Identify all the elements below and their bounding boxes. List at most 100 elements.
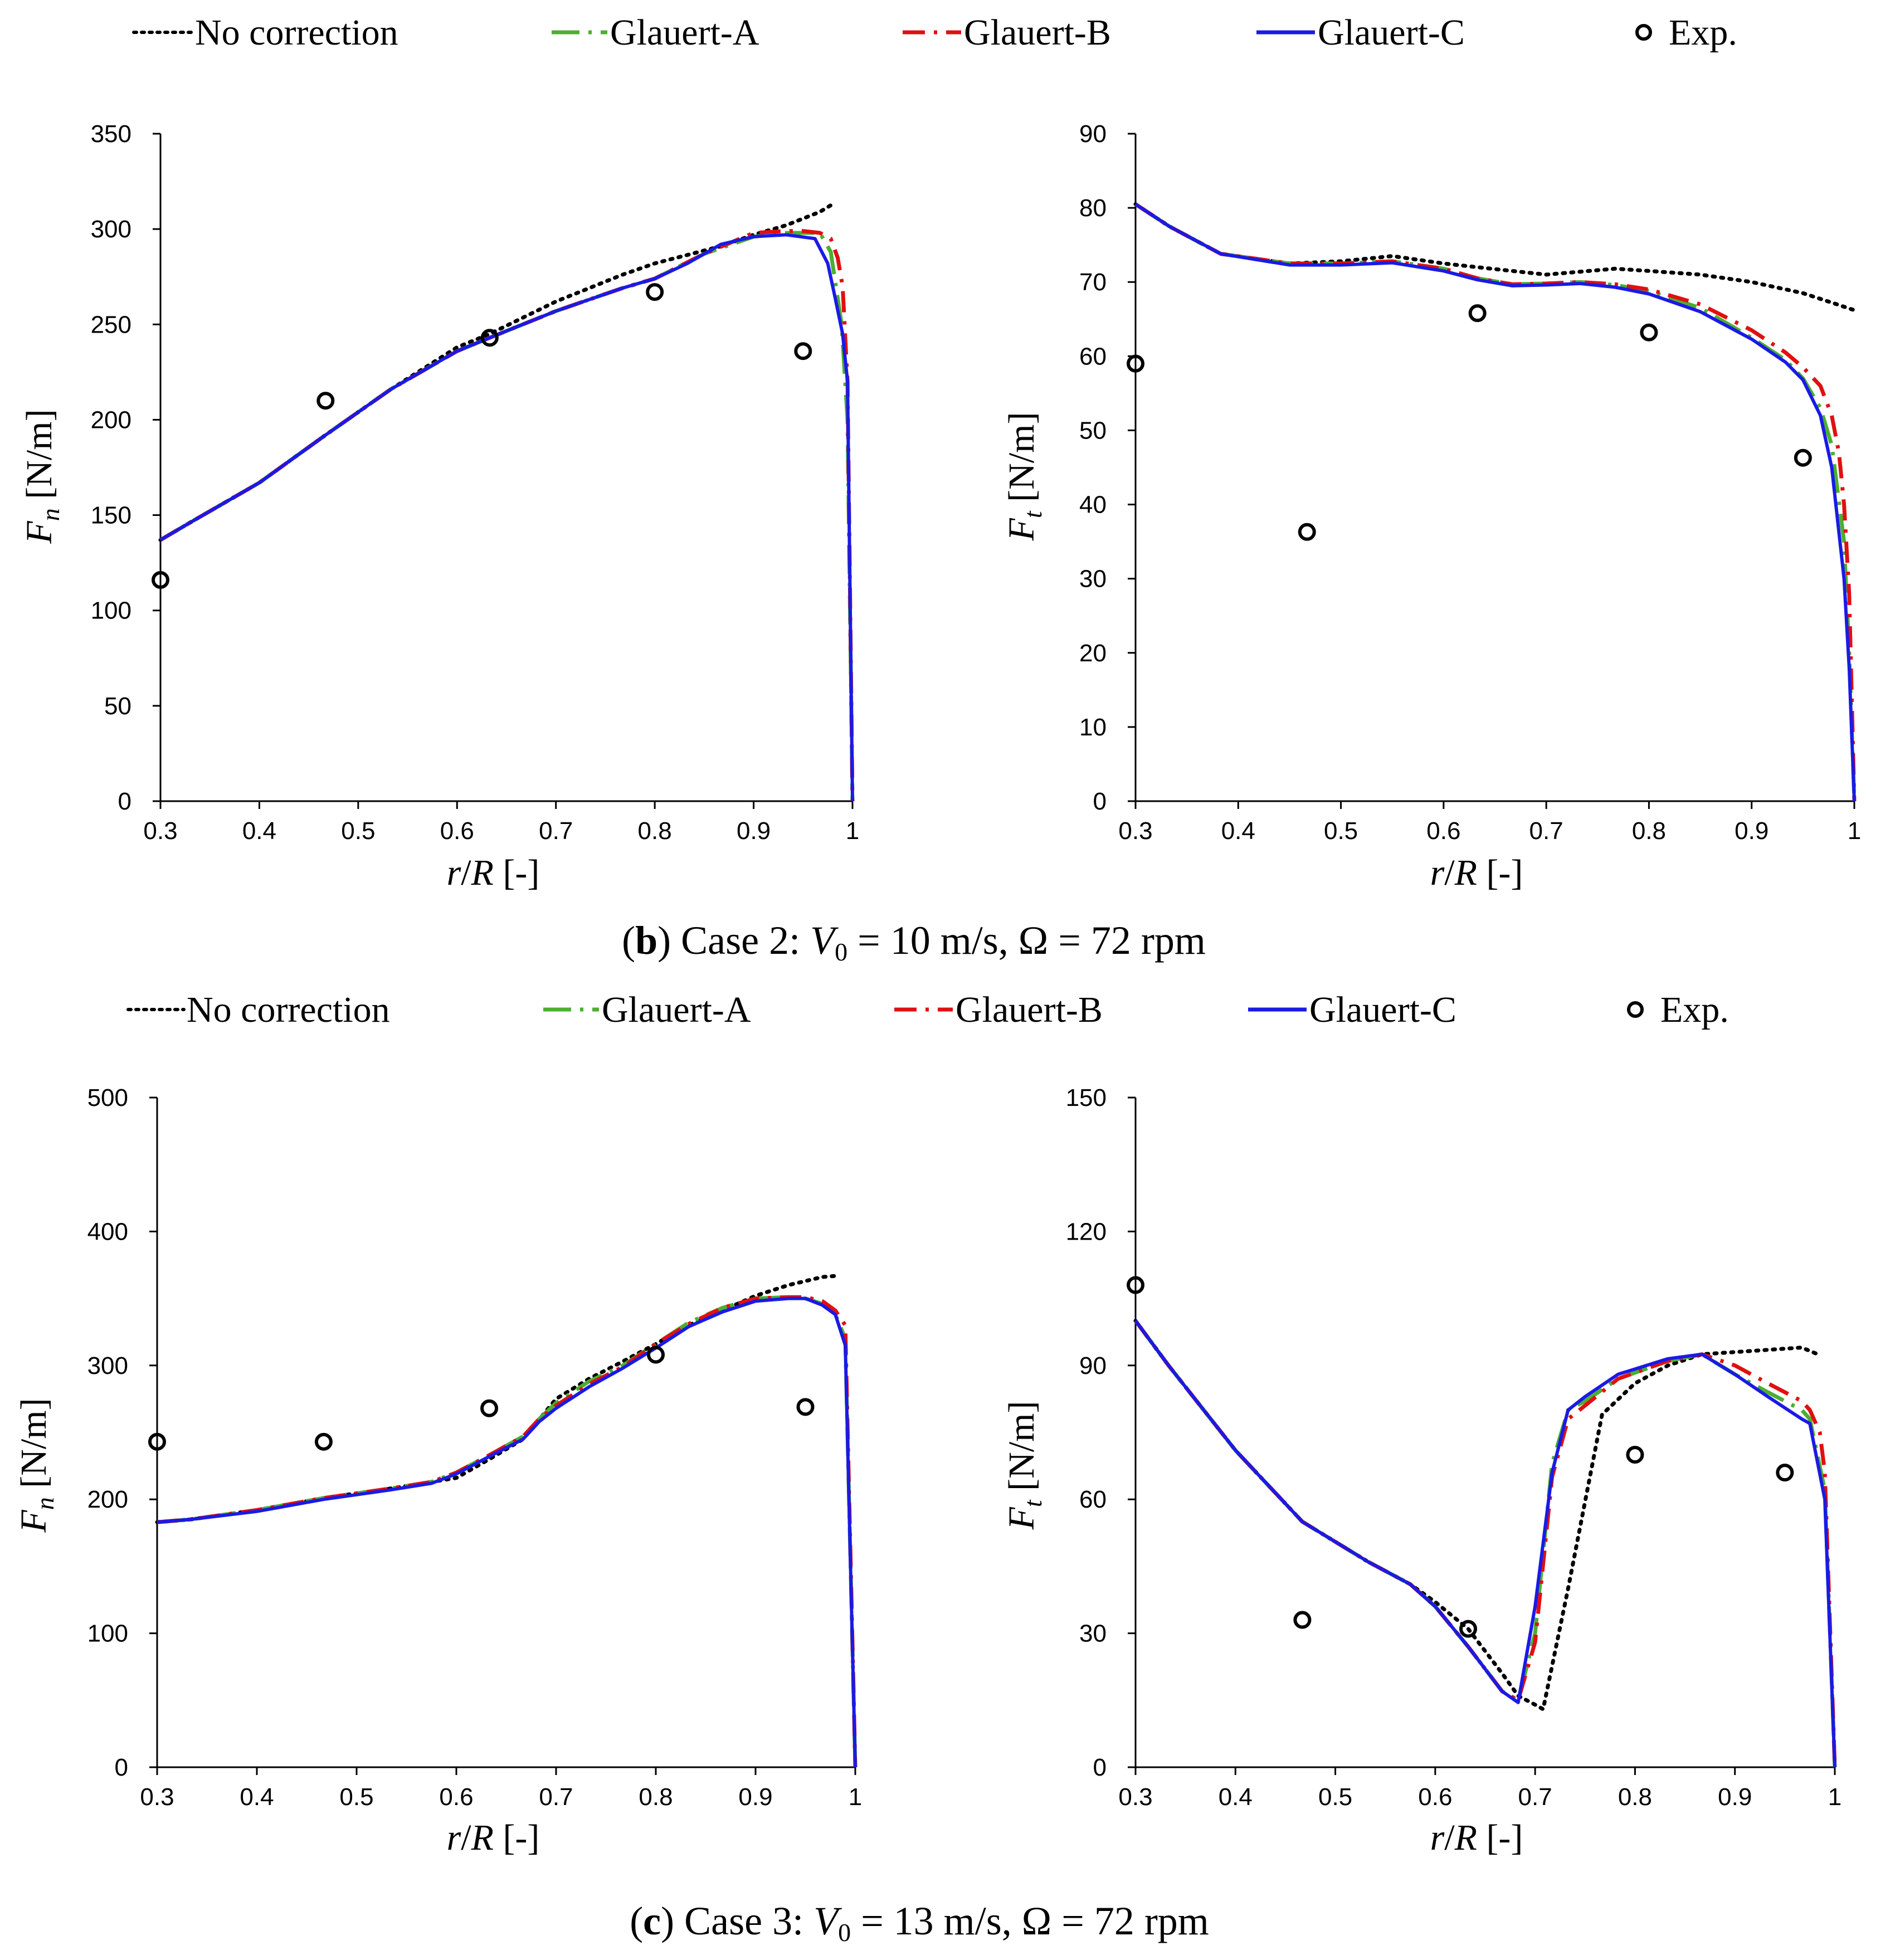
series-line-no-correction: [1133, 1319, 1820, 1712]
y-tick-label: 500: [87, 1084, 128, 1111]
x-tick-label: 1: [849, 1783, 862, 1811]
y-axis-title-case2-fn: Fn [N/m]: [19, 409, 65, 544]
x-axis-title-case3-fn: r/R [-]: [447, 1817, 540, 1858]
y-tick-label: 400: [87, 1218, 128, 1245]
series-line-glauert-c: [1134, 1319, 1836, 1768]
exp-point: [1626, 1446, 1644, 1464]
exp-point: [796, 1398, 815, 1416]
x-tick-label: 1: [846, 817, 859, 845]
x-tick-label: 0.6: [439, 1783, 473, 1811]
y-tick-label: 90: [1079, 120, 1107, 148]
exp-point: [316, 392, 335, 410]
x-tick-label: 1: [1848, 817, 1861, 845]
y-tick-label: 100: [91, 597, 131, 625]
y-tick-label: 60: [1079, 343, 1107, 370]
plot-case3-fn: 0 100 200 300 400 500 0.3 0.4 0.5 0.6 0.7 0.8 0.9 1: [87, 1084, 863, 1811]
y-axis-title-case3-ft: Ft [N/m]: [1001, 1401, 1047, 1530]
x-tick-label: 0.3: [1118, 817, 1152, 845]
x-tick-label: 1: [1828, 1783, 1841, 1811]
y-tick-label: 60: [1079, 1486, 1107, 1513]
x-tick-label: 0.4: [242, 817, 276, 845]
legend-bottom: No correction Glauert-A Glauert-B Glauer…: [126, 989, 1729, 1030]
x-tick-label: 0.6: [440, 817, 474, 845]
x-tick-label: 0.6: [1418, 1783, 1452, 1811]
y-tick-label: 10: [1079, 714, 1107, 741]
x-tick-label: 0.4: [240, 1783, 274, 1811]
exp-point: [1640, 323, 1658, 342]
legend-label-glauert-c: Glauert-C: [1318, 12, 1465, 53]
exp-point: [1468, 304, 1487, 323]
y-tick-label: 0: [115, 1754, 128, 1781]
series-line-glauert-b: [1134, 202, 1857, 802]
y-tick-label: 350: [91, 120, 131, 148]
series-line-glauert-b: [159, 229, 855, 802]
y-tick-label: 80: [1079, 194, 1107, 222]
legend-label-glauert-c: Glauert-C: [1309, 989, 1456, 1030]
exp-point: [647, 1345, 665, 1364]
y-tick-label: 200: [87, 1486, 128, 1513]
exp-point: [794, 342, 812, 360]
caption-case3: (c) Case 3: V0 = 13 m/s, Ω = 72 rpm: [630, 1899, 1209, 1947]
y-tick-label: 20: [1079, 640, 1107, 667]
series-line-glauert-c: [1134, 202, 1856, 802]
x-tick-label: 0.8: [638, 817, 672, 845]
x-tick-label: 0.9: [738, 1783, 772, 1811]
series-line-glauert-c: [157, 1296, 857, 1768]
exp-point: [480, 1399, 499, 1417]
exp-point: [646, 283, 664, 301]
x-tick-label: 0.3: [140, 1783, 174, 1811]
caption-case2: (b) Case 2: V0 = 10 m/s, Ω = 72 rpm: [622, 918, 1206, 966]
legend-marker-exp: [1635, 24, 1652, 41]
legend-label-no-correction: No correction: [187, 989, 390, 1030]
y-tick-label: 30: [1079, 1620, 1107, 1647]
exp-point: [152, 571, 169, 589]
legend-marker-exp: [1627, 1001, 1644, 1018]
x-tick-label: 0.7: [539, 817, 573, 845]
series-line-glauert-b: [157, 1295, 858, 1768]
x-axis-title-case2-fn: r/R [-]: [447, 852, 540, 893]
y-tick-label: 0: [1093, 1754, 1107, 1781]
series-line-glauert-b: [1134, 1319, 1837, 1768]
y-tick-label: 40: [1079, 491, 1107, 519]
x-tick-label: 0.5: [1318, 1783, 1352, 1811]
series-line-glauert-a: [1134, 202, 1857, 802]
y-tick-label: 300: [87, 1352, 128, 1379]
y-axis-title-case3-fn: Fn [N/m]: [13, 1398, 59, 1533]
series-line-glauert-c: [159, 233, 854, 802]
y-tick-label: 100: [87, 1620, 128, 1647]
x-tick-label: 0.3: [143, 817, 177, 845]
x-tick-label: 0.9: [1735, 817, 1769, 845]
y-tick-label: 200: [91, 406, 131, 433]
y-tick-label: 70: [1079, 269, 1107, 296]
y-tick-label: 90: [1079, 1352, 1107, 1379]
legend-label-exp: Exp.: [1669, 12, 1737, 53]
y-tick-label: 0: [1093, 788, 1107, 815]
y-tick-label: 0: [118, 788, 131, 815]
exp-point: [1794, 448, 1812, 467]
y-tick-label: 250: [91, 311, 131, 338]
legend-label-glauert-a: Glauert-A: [602, 989, 751, 1030]
y-tick-label: 50: [1079, 417, 1107, 444]
plot-case2-ft: 0 10 20 30 40 50 60 70 80 90 0.3 0.4 0.5 0.6 0.7 0.8 0.9…: [1079, 120, 1861, 845]
x-tick-label: 0.8: [639, 1783, 673, 1811]
y-tick-label: 150: [91, 502, 131, 529]
y-tick-label: 30: [1079, 565, 1107, 593]
exp-point: [1127, 354, 1144, 373]
legend-label-exp: Exp.: [1660, 989, 1729, 1030]
x-tick-label: 0.3: [1118, 1783, 1152, 1811]
x-tick-label: 0.7: [539, 1783, 573, 1811]
y-tick-label: 120: [1066, 1218, 1107, 1245]
plot-case3-ft: 0 30 60 90 120 150 0.3 0.4 0.5 0.6 0.7 0.8 0.9 1: [1066, 1084, 1842, 1811]
x-axis-title-case2-ft: r/R [-]: [1430, 852, 1523, 893]
series-line-glauert-a: [157, 1295, 858, 1768]
legend-label-glauert-b: Glauert-B: [956, 989, 1103, 1030]
x-tick-label: 0.7: [1518, 1783, 1552, 1811]
legend-label-glauert-b: Glauert-B: [964, 12, 1111, 53]
x-tick-label: 0.5: [339, 1783, 373, 1811]
x-axis-title-case3-ft: r/R [-]: [1430, 1817, 1523, 1858]
series-line-no-correction: [158, 200, 838, 542]
x-tick-label: 0.4: [1219, 1783, 1253, 1811]
exp-point: [1459, 1620, 1478, 1638]
exp-point: [1127, 1276, 1144, 1294]
